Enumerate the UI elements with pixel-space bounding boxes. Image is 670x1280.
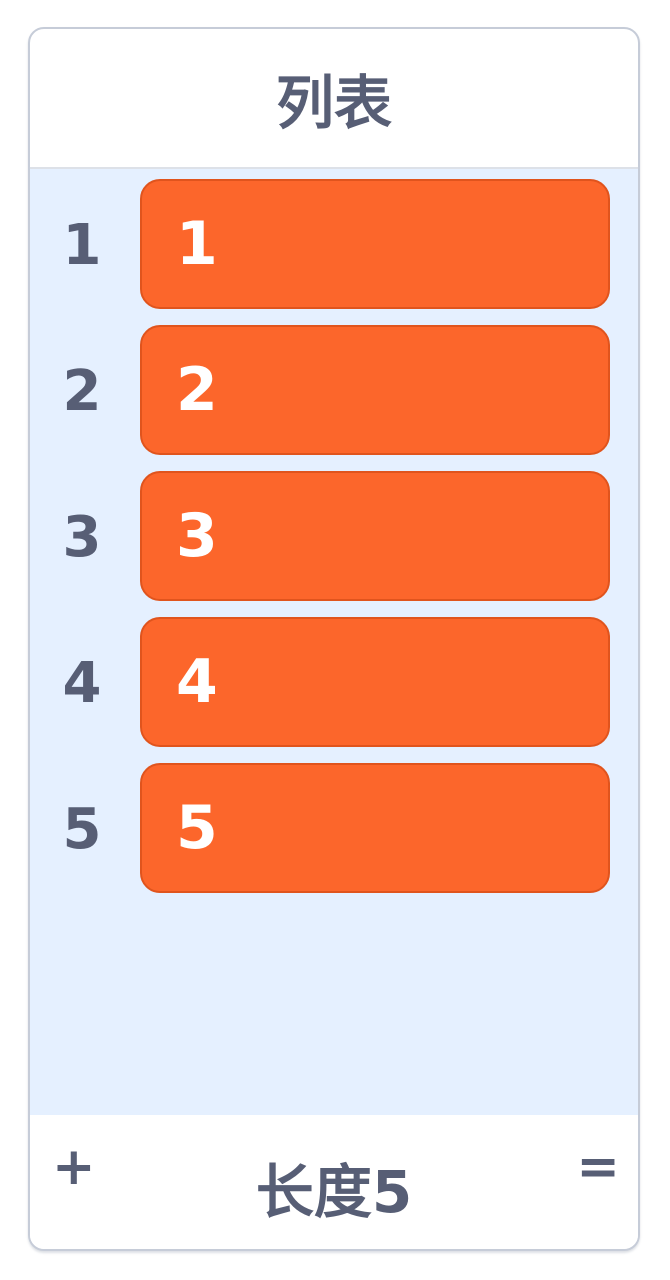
list-item-index: 2	[62, 358, 102, 424]
resize-handle[interactable]: =	[576, 1137, 620, 1197]
list-item-value[interactable]: 2	[140, 325, 610, 455]
list-footer: + 长度5 =	[30, 1115, 638, 1249]
add-item-button[interactable]: +	[52, 1137, 96, 1197]
list-item-index: 4	[62, 650, 102, 716]
list-length: 长度5	[255, 1158, 413, 1226]
list-item-value[interactable]: 4	[140, 617, 610, 747]
list-item-value[interactable]: 1	[140, 179, 610, 309]
list-item-value[interactable]: 3	[140, 471, 610, 601]
list-item-index: 1	[62, 212, 102, 278]
list-title: 列表	[30, 29, 638, 169]
list-item-index: 3	[62, 504, 102, 570]
list-item-value[interactable]: 5	[140, 763, 610, 893]
list-item-index: 5	[62, 796, 102, 862]
